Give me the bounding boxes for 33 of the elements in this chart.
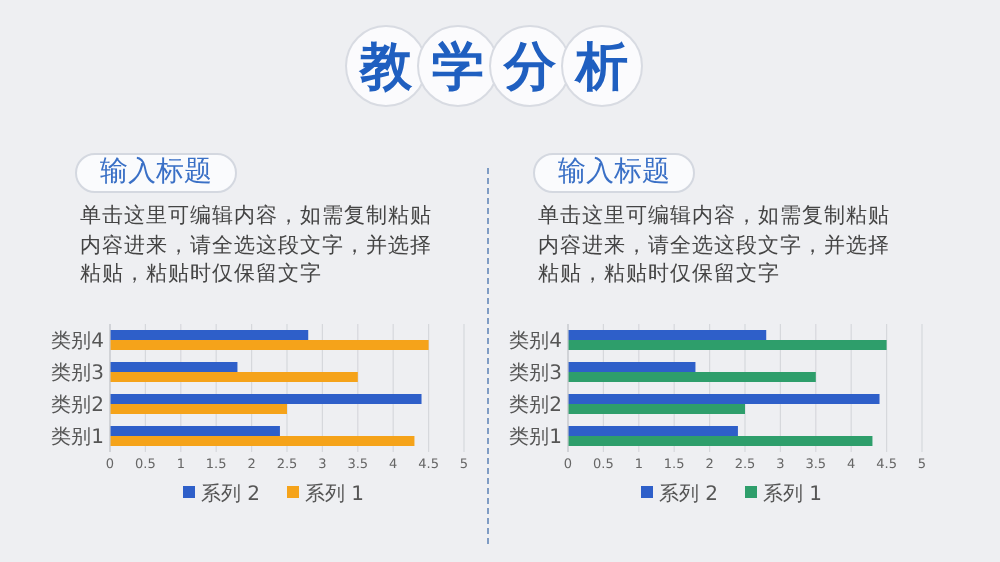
y-tick-label: 类别1 — [51, 425, 104, 449]
bar — [110, 330, 309, 340]
text: 教学分析 — [358, 38, 648, 98]
bar — [110, 436, 415, 446]
legend-label: 系列 1 — [305, 482, 365, 506]
bar — [568, 330, 767, 340]
bar — [110, 426, 280, 436]
bar — [568, 404, 745, 414]
y-tick-label: 类别2 — [51, 393, 104, 417]
legend-label: 系列 1 — [763, 482, 823, 506]
bar — [568, 394, 880, 404]
y-tick-label: 类别2 — [509, 393, 562, 417]
y-tick-label: 类别1 — [509, 425, 562, 449]
bar — [110, 372, 358, 382]
bar — [110, 362, 238, 372]
chart-title: 输入标题 — [100, 156, 212, 190]
bar — [568, 436, 873, 446]
legend-label: 系列 2 — [659, 482, 719, 506]
chart-subtitle: 单击这里可编辑内容，如需复制粘贴内容进来，请全选这段文字，并选择粘贴，粘贴时仅保留文字 — [80, 202, 434, 289]
y-tick-label: 类别3 — [509, 361, 562, 385]
y-tick-label: 类别4 — [51, 329, 104, 353]
legend-label: 系列 2 — [201, 482, 261, 506]
bar — [568, 372, 816, 382]
chart-title: 输入标题 — [558, 156, 670, 190]
bar — [110, 404, 287, 414]
bar — [568, 362, 696, 372]
chart-subtitle: 单击这里可编辑内容，如需复制粘贴内容进来，请全选这段文字，并选择粘贴，粘贴时仅保留文字 — [538, 202, 892, 289]
y-tick-label: 类别4 — [509, 329, 562, 353]
bar — [568, 340, 887, 350]
bar — [110, 394, 422, 404]
bar — [568, 426, 738, 436]
bar — [110, 340, 429, 350]
y-tick-label: 类别3 — [51, 361, 104, 385]
